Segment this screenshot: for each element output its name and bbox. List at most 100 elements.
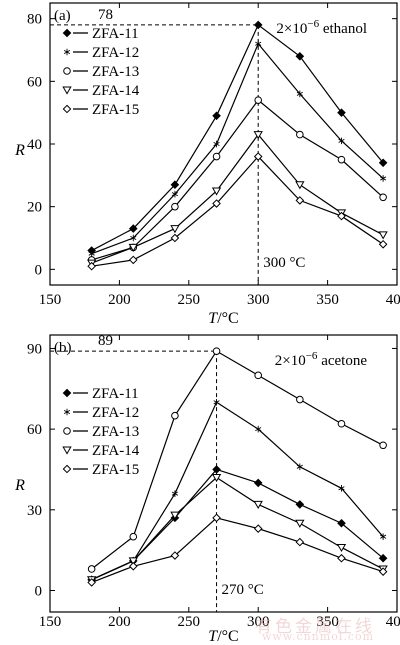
- data-point: [296, 90, 303, 98]
- legend-marker: [62, 388, 72, 398]
- legend-marker: [62, 446, 72, 455]
- x-tick-label: 400: [386, 292, 400, 308]
- data-point: [212, 152, 221, 161]
- data-point: [337, 419, 346, 428]
- data-point: [128, 557, 138, 566]
- data-point: [336, 543, 347, 553]
- legend-item-ZFA-14: ZFA-14: [62, 443, 140, 459]
- data-point: [212, 347, 221, 355]
- x-tick-label: 250: [178, 614, 201, 630]
- legend-item-ZFA-11: ZFA-11: [62, 26, 139, 42]
- panel-label: (b): [54, 340, 72, 356]
- data-point: [337, 108, 346, 117]
- series-line: [91, 476, 384, 581]
- data-point: [254, 96, 263, 104]
- data-point: [253, 20, 263, 30]
- x-tick-label: 200: [108, 292, 131, 308]
- x-tick-label: 250: [178, 292, 201, 308]
- series-line: [91, 517, 384, 583]
- legend-item-ZFA-11: ZFA-11: [62, 386, 139, 402]
- legend-label: ZFA-11: [92, 386, 139, 402]
- data-point: [88, 250, 95, 257]
- legend-label: ZFA-15: [92, 462, 139, 478]
- data-point: [338, 484, 345, 492]
- legend-label: ZFA-12: [92, 405, 139, 421]
- series-line: [91, 401, 384, 581]
- series-ZFA-13: [87, 347, 387, 573]
- legend-marker: [63, 48, 71, 56]
- data-point: [128, 561, 138, 571]
- peak-temperature-label: 270 °C: [222, 582, 264, 598]
- data-point: [379, 441, 387, 450]
- data-point: [211, 474, 222, 483]
- data-point: [253, 500, 263, 510]
- data-point: [211, 187, 222, 196]
- legend-item-ZFA-13: ZFA-13: [63, 64, 139, 80]
- data-point: [170, 225, 180, 234]
- data-point: [380, 175, 387, 182]
- data-point: [171, 411, 179, 420]
- data-point: [378, 239, 388, 249]
- legend-item-ZFA-12: ZFA-12: [63, 45, 139, 61]
- x-axis-label: T/°C: [208, 310, 238, 327]
- data-point: [212, 465, 221, 474]
- data-point: [128, 255, 138, 265]
- series-line: [91, 350, 384, 570]
- y-tick-label: 60: [27, 74, 42, 90]
- data-point: [253, 152, 263, 161]
- data-point: [295, 181, 305, 190]
- data-point: [253, 478, 263, 488]
- data-point: [212, 111, 221, 121]
- legend-marker: [63, 67, 71, 75]
- y-tick-label: 60: [27, 422, 42, 438]
- data-point: [255, 40, 262, 48]
- data-point: [337, 155, 346, 164]
- data-point: [128, 243, 138, 253]
- legend-label: ZFA-14: [92, 443, 140, 459]
- data-point: [378, 567, 388, 576]
- series-line: [91, 155, 384, 267]
- series-ZFA-14: [86, 131, 388, 268]
- legend-item-ZFA-14: ZFA-14: [62, 83, 140, 99]
- data-point: [296, 395, 304, 404]
- data-point: [170, 551, 180, 560]
- legend-item-ZFA-12: ZFA-12: [63, 405, 139, 421]
- chart-panel-1: 150 200 250 300 350 400 0 20 40 60 80 R T/°C (a) 2×10−…: [14, 2, 400, 327]
- data-point: [378, 158, 388, 168]
- peak-value-label: 89: [98, 333, 113, 349]
- data-point: [378, 231, 388, 240]
- legend-label: ZFA-14: [92, 83, 140, 99]
- annotation-text: 2×10−6 ethanol: [276, 18, 367, 37]
- x-tick-label: 150: [39, 614, 62, 630]
- series-ZFA-15: [87, 152, 388, 271]
- x-tick-label: 150: [39, 292, 62, 308]
- series-ZFA-14: [86, 474, 388, 585]
- data-point: [295, 500, 305, 509]
- data-point: [87, 261, 96, 271]
- data-point: [129, 532, 138, 541]
- data-point: [296, 130, 304, 139]
- series-line: [91, 24, 384, 252]
- data-point: [87, 565, 96, 573]
- x-tick-label: 350: [316, 292, 339, 308]
- data-point: [255, 425, 262, 433]
- legend-label: ZFA-13: [92, 64, 139, 80]
- legend-label: ZFA-12: [92, 45, 139, 61]
- data-point: [130, 234, 137, 242]
- data-point: [295, 51, 305, 61]
- data-point: [171, 202, 179, 211]
- data-point: [337, 211, 346, 221]
- data-point: [170, 511, 180, 520]
- watermark-url: www.cnnmol.com: [262, 630, 375, 643]
- data-point: [295, 196, 305, 205]
- legend-marker: [63, 427, 71, 435]
- chart-panel-2: 150 200 250 300 350 400 0 30 60 90 R T/°C (b) 2×10−6 …: [14, 333, 400, 645]
- legend-label: ZFA-11: [92, 26, 139, 42]
- data-point: [378, 553, 388, 563]
- series-ZFA-15: [87, 513, 388, 587]
- data-point: [295, 537, 305, 547]
- x-axis-label: T/°C: [208, 628, 238, 645]
- x-tick-label: 400: [386, 614, 400, 630]
- data-point: [254, 371, 263, 380]
- legend-label: ZFA-13: [92, 424, 139, 440]
